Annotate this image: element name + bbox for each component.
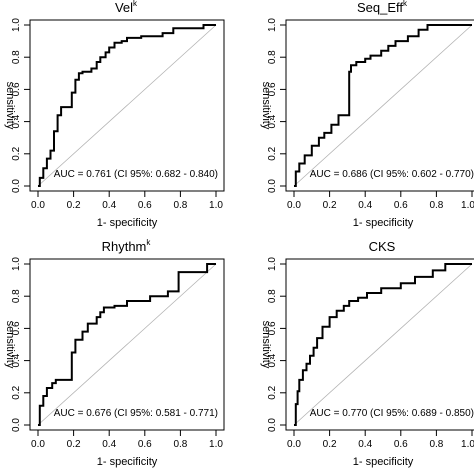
panel-title-vel-superscript: k [133,0,138,8]
y-ticks-cks: 0.0 0.2 0.4 0.6 0.8 1.0 [267,257,286,432]
y-tick-label: 1.0 [11,18,22,32]
x-ticks-vel: 0.0 0.2 0.4 0.6 0.8 1.0 [31,191,223,211]
auc-annotation-vel: AUC = 0.761 (CI 95%: 0.682 - 0.840) [54,169,218,180]
chance-diagonal-cks [293,263,473,426]
panel-title-cks: CKS [369,239,396,254]
y-tick-label: 0.6 [267,82,278,96]
x-axis-label-vel: 1- specificity [97,217,158,229]
x-tick-label: 0.4 [102,439,116,450]
x-tick-label: 0.2 [67,200,81,211]
chance-diagonal-seq-eff [293,24,473,187]
y-tick-label: 0.8 [11,50,22,64]
x-axis-label-seq-eff: 1- specificity [353,217,414,229]
y-tick-label: 0.2 [11,385,22,399]
roc-curve-rhythm [38,263,216,426]
panel-title-seq-eff-text: Seq_Eff [357,0,403,15]
y-tick-label: 0.2 [267,385,278,399]
auc-annotation-seq-eff: AUC = 0.686 (CI 95%: 0.602 - 0.770) [310,169,474,180]
panel-title-vel-text: Vel [115,0,133,15]
y-tick-label: 0.0 [11,179,22,193]
roc-curve-cks [294,263,472,426]
auc-annotation-cks: AUC = 0.770 (CI 95%: 0.689 - 0.850) [310,408,474,419]
panel-title-cks-text: CKS [369,239,396,254]
panel-title-rhythm-text: Rhythm [102,239,147,254]
y-tick-label: 0.2 [11,146,22,160]
x-tick-label: 0.8 [429,200,443,211]
y-tick-label: 0.0 [267,418,278,432]
roc-curve-seq-eff [294,24,472,187]
y-axis-label-rhythm: sensitivity [4,321,16,369]
panel-title-seq-eff-superscript: k [403,0,408,8]
y-tick-label: 1.0 [11,257,22,271]
y-tick-label: 0.4 [267,353,278,367]
x-tick-label: 0.6 [394,439,408,450]
y-tick-label: 0.2 [267,146,278,160]
y-tick-label: 0.0 [11,418,22,432]
x-tick-label: 0.8 [429,439,443,450]
x-tick-label: 1.0 [209,200,223,211]
y-ticks-vel: 0.0 0.2 0.4 0.6 0.8 1.0 [11,18,30,193]
x-tick-label: 0.4 [358,439,372,450]
panel-title-rhythm: Rhythmk [102,238,152,254]
roc-panel-cks: CKS 0.0 0.2 0.4 0.6 0.8 1.0 0.0 [260,239,474,468]
y-tick-label: 0.4 [11,353,22,367]
y-axis-label-seq-eff: sensitivity [260,82,272,130]
panel-title-rhythm-superscript: k [146,238,151,247]
roc-panel-seq-eff: Seq_Effk 0.0 0.2 0.4 0.6 0.8 1.0 0 [260,0,474,229]
x-ticks-seq-eff: 0.0 0.2 0.4 0.6 0.8 1.0 [287,191,474,211]
x-axis-label-cks: 1- specificity [353,456,414,468]
roc-panel-vel: Velk 0.0 0.2 0.4 0.6 0.8 1.0 0.0 [4,0,225,229]
panel-title-vel: Velk [115,0,138,15]
x-ticks-rhythm: 0.0 0.2 0.4 0.6 0.8 1.0 [31,430,223,450]
y-tick-label: 0.6 [11,321,22,335]
x-axis-label-rhythm: 1- specificity [97,456,158,468]
x-tick-label: 1.0 [461,200,474,211]
x-tick-label: 0.6 [394,200,408,211]
roc-panel-rhythm: Rhythmk 0.0 0.2 0.4 0.6 0.8 1.0 0. [4,238,225,468]
y-axis-label-vel: sensitivity [4,82,16,130]
plot-frame-seq-eff [285,19,474,192]
x-tick-label: 0.6 [138,439,152,450]
roc-curve-vel [38,24,216,187]
x-tick-label: 0.2 [323,439,337,450]
x-tick-label: 0.0 [31,200,45,211]
y-axis-label-cks: sensitivity [260,321,272,369]
x-tick-label: 0.8 [173,200,187,211]
y-tick-label: 0.8 [11,289,22,303]
y-tick-label: 0.0 [267,179,278,193]
x-tick-label: 0.4 [102,200,116,211]
y-ticks-seq-eff: 0.0 0.2 0.4 0.6 0.8 1.0 [267,18,286,193]
y-ticks-rhythm: 0.0 0.2 0.4 0.6 0.8 1.0 [11,257,30,432]
y-tick-label: 0.6 [11,82,22,96]
x-tick-label: 1.0 [461,439,474,450]
y-tick-label: 0.8 [267,50,278,64]
chance-diagonal-rhythm [37,263,217,426]
x-tick-label: 0.2 [67,439,81,450]
y-tick-label: 1.0 [267,257,278,271]
x-tick-label: 0.6 [138,200,152,211]
plot-frame-cks [285,258,474,431]
panel-title-seq-eff: Seq_Effk [357,0,408,15]
y-tick-label: 0.4 [267,114,278,128]
x-tick-label: 0.4 [358,200,372,211]
x-tick-label: 0.0 [287,439,301,450]
auc-annotation-rhythm: AUC = 0.676 (CI 95%: 0.581 - 0.771) [54,408,218,419]
x-ticks-cks: 0.0 0.2 0.4 0.6 0.8 1.0 [287,430,474,450]
x-tick-label: 0.0 [31,439,45,450]
x-tick-label: 1.0 [209,439,223,450]
chance-diagonal-vel [37,24,217,187]
y-tick-label: 0.8 [267,289,278,303]
x-tick-label: 0.2 [323,200,337,211]
x-tick-label: 0.0 [287,200,301,211]
y-tick-label: 0.6 [267,321,278,335]
y-tick-label: 1.0 [267,18,278,32]
x-tick-label: 0.8 [173,439,187,450]
y-tick-label: 0.4 [11,114,22,128]
